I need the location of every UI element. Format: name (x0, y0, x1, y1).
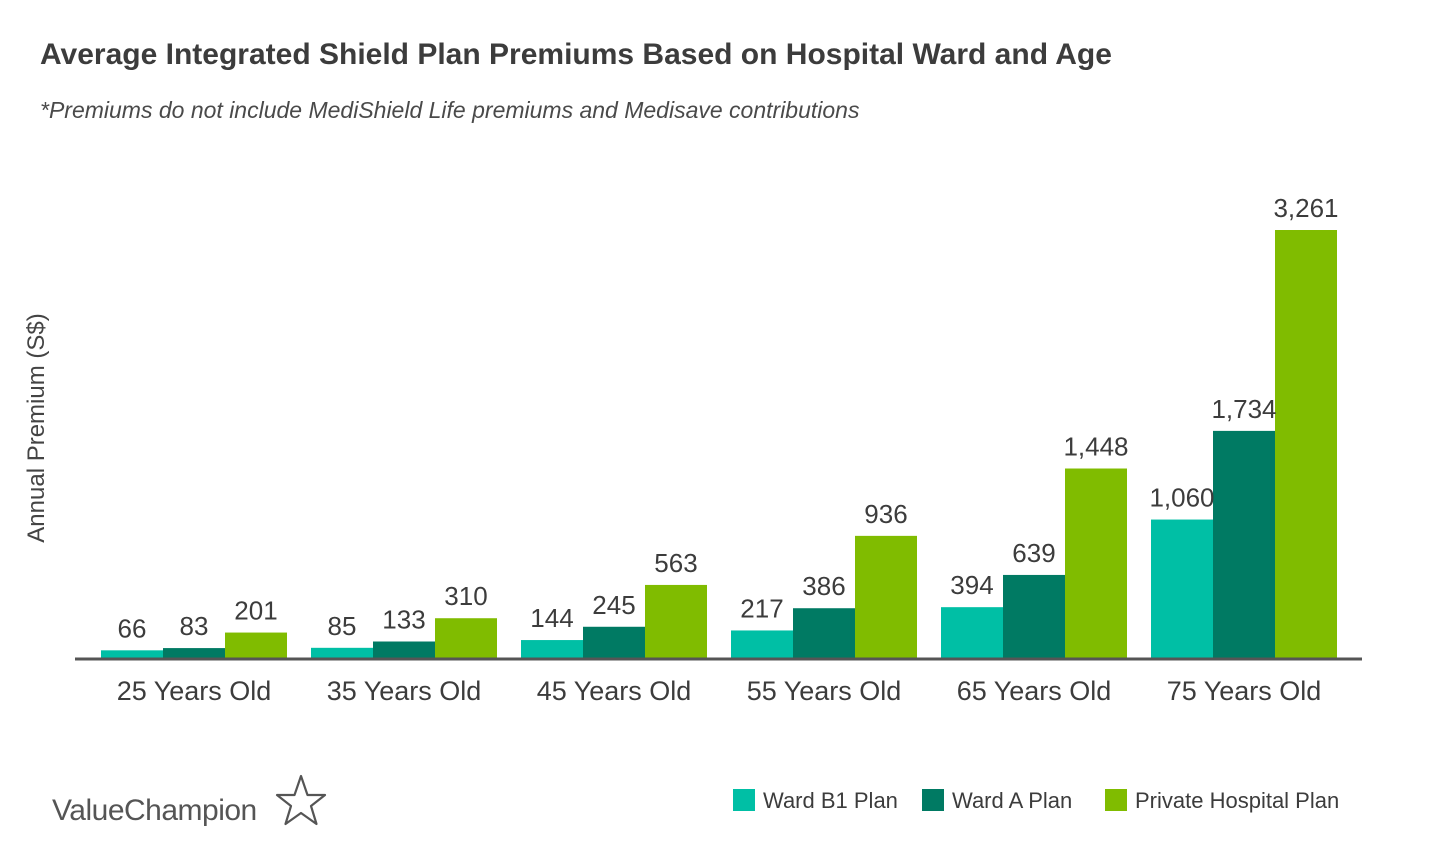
x-tick-labels: 25 Years Old 35 Years Old 45 Years Old 55 Y… (117, 676, 1322, 706)
data-label: 144 (530, 603, 573, 633)
bar-ward-b1-plan-3 (731, 630, 793, 659)
chart-subtitle: *Premiums do not include MediShield Life… (40, 97, 860, 123)
legend-swatch (1105, 789, 1127, 811)
x-tick-label: 65 Years Old (957, 676, 1112, 706)
bars-layer (101, 230, 1337, 659)
brand-logo: ValueChampion (52, 774, 327, 827)
bar-private-hospital-plan-2 (645, 584, 707, 659)
x-tick-label: 55 Years Old (747, 676, 902, 706)
x-tick-label: 35 Years Old (327, 676, 482, 706)
bar-ward-a-plan-5 (1213, 430, 1275, 659)
x-tick-label: 25 Years Old (117, 676, 272, 706)
x-tick-label: 75 Years Old (1167, 676, 1322, 706)
bar-private-hospital-plan-4 (1065, 468, 1127, 659)
data-label: 245 (592, 590, 635, 620)
data-label: 1,060 (1149, 483, 1214, 513)
bar-ward-a-plan-1 (373, 641, 435, 659)
data-label: 83 (180, 611, 209, 641)
legend-label: Ward A Plan (952, 788, 1072, 813)
bar-ward-b1-plan-1 (311, 647, 373, 659)
brand-name: ValueChampion (52, 794, 257, 827)
legend-swatch (922, 789, 944, 811)
bar-private-hospital-plan-5 (1275, 230, 1337, 659)
bar-private-hospital-plan-1 (435, 618, 497, 659)
bar-ward-a-plan-3 (793, 608, 855, 659)
data-label: 563 (654, 548, 697, 578)
bar-ward-a-plan-2 (583, 626, 645, 659)
bar-private-hospital-plan-0 (225, 632, 287, 659)
bar-ward-b1-plan-0 (101, 650, 163, 659)
data-label: 394 (950, 570, 993, 600)
x-tick-label: 45 Years Old (537, 676, 692, 706)
legend-label: Private Hospital Plan (1135, 788, 1339, 813)
legend: Ward B1 Plan Ward A Plan Private Hospital … (733, 788, 1339, 813)
legend-label: Ward B1 Plan (763, 788, 898, 813)
data-labels-layer: 66 83 201 85 133 310 144 245 563 217 386 936 394 639 1… (118, 193, 1339, 643)
bar-ward-b1-plan-5 (1151, 519, 1213, 659)
y-axis-label: Annual Premium (S$) (23, 313, 50, 542)
data-label: 1,448 (1063, 432, 1128, 462)
data-label: 217 (740, 593, 783, 623)
data-label: 310 (444, 581, 487, 611)
legend-swatch (733, 789, 755, 811)
data-label: 936 (864, 499, 907, 529)
bar-ward-b1-plan-2 (521, 640, 583, 659)
bar-private-hospital-plan-3 (855, 535, 917, 659)
data-label: 639 (1012, 538, 1055, 568)
star-outline-icon (275, 774, 327, 826)
data-label: 386 (802, 571, 845, 601)
bar-ward-a-plan-0 (163, 648, 225, 659)
data-label: 201 (234, 596, 277, 626)
data-label: 66 (118, 613, 147, 643)
bar-ward-a-plan-4 (1003, 574, 1065, 659)
bar-ward-b1-plan-4 (941, 607, 1003, 659)
data-label: 3,261 (1273, 193, 1338, 223)
data-label: 133 (382, 605, 425, 635)
data-label: 1,734 (1211, 394, 1276, 424)
chart-title: Average Integrated Shield Plan Premiums … (40, 38, 1112, 71)
data-label: 85 (328, 611, 357, 641)
